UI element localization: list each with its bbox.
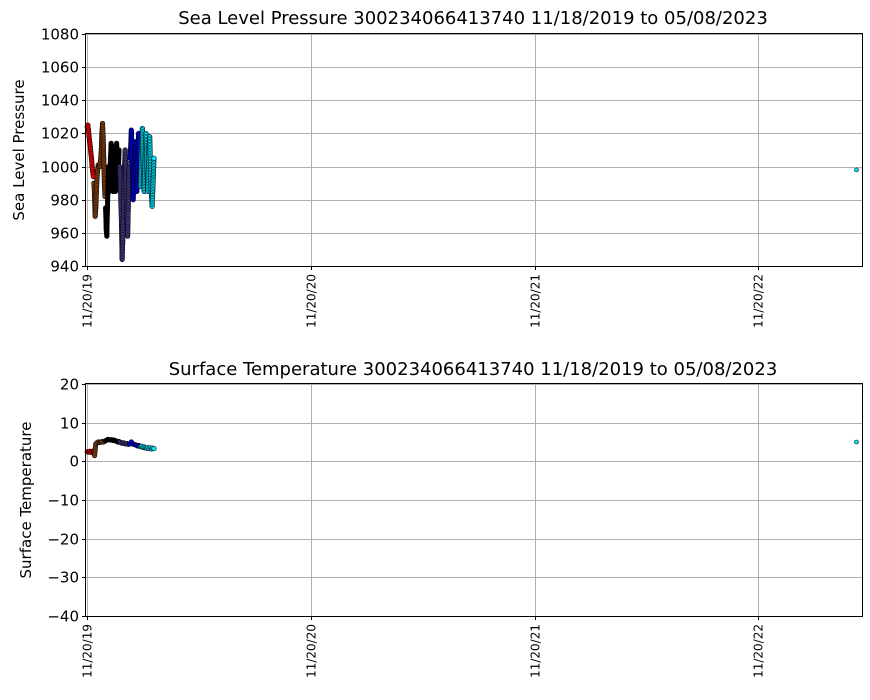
pressure-series-3 [117,147,133,262]
temperature-ytick-label: −20 [47,531,79,549]
temperature-ytick-label: 10 [60,415,79,433]
temperature-ytick-label: 20 [60,376,79,394]
temperature-xtick-label: 11/20/20 [305,624,319,678]
pressure-ytick-label: 960 [50,225,79,243]
pressure-y-axis-label: Sea Level Pressure [10,79,28,220]
temperature-ytick-label: −10 [47,492,79,510]
pressure-series-2 [102,140,122,239]
pressure-series-6 [854,167,859,173]
pressure-points [84,120,859,262]
temperature-chart-title: Surface Temperature 300234066413740 11/1… [169,359,778,380]
pressure-xtick-label: 11/20/19 [81,274,95,328]
pressure-xtick-label: 11/20/21 [529,274,543,328]
pressure-ytick-label: 1040 [41,92,79,110]
temperature-series-6 [854,439,859,445]
pressure-plot-frame [85,33,863,267]
temperature-xtick-label: 11/20/22 [752,624,766,678]
pressure-xtick-label: 11/20/22 [752,274,766,328]
temperature-gridlines [86,384,862,617]
temperature-series-5 [137,443,157,452]
pressure-data-point [151,155,157,161]
pressure-ytick-label: 1060 [41,59,79,77]
pressure-ytick-label: 980 [50,192,79,210]
temperature-axis-ticks: −40 −30 −20 −10 0 10 20 11/20/19 11/20/20 11/20/2… [47,376,765,678]
temperature-data-point [151,445,157,452]
pressure-ytick-label: 1080 [41,26,79,44]
temperature-ytick-label: −40 [47,608,79,626]
pressure-ytick-label: 940 [50,258,79,276]
pressure-ytick-label: 1020 [41,125,79,143]
temperature-xtick-label: 11/20/21 [529,624,543,678]
temperature-y-axis-label: Surface Temperature [17,422,35,579]
pressure-ytick-label: 1000 [41,159,79,177]
pressure-data-point [116,147,122,153]
pressure-data-point [854,167,859,173]
pressure-series-0 [84,122,96,180]
temperature-points [84,436,859,459]
pressure-chart-title: Sea Level Pressure 300234066413740 11/18… [178,8,768,29]
temperature-chart: Surface Temperature 300234066413740 11/1… [17,359,863,678]
pressure-series-1 [91,120,108,219]
temperature-xtick-label: 11/20/19 [81,624,95,678]
temperature-ytick-label: 0 [69,453,79,471]
pressure-series-5 [137,125,157,209]
pressure-axis-ticks: 940 960 980 1000 1020 1040 1060 1080 11/20/19 11/… [41,26,766,328]
pressure-xtick-label: 11/20/20 [305,274,319,328]
pressure-chart: Sea Level Pressure 300234066413740 11/18… [10,8,863,328]
pressure-gridlines [86,34,862,267]
temperature-data-point [854,439,859,445]
temperature-ytick-label: −30 [47,569,79,587]
